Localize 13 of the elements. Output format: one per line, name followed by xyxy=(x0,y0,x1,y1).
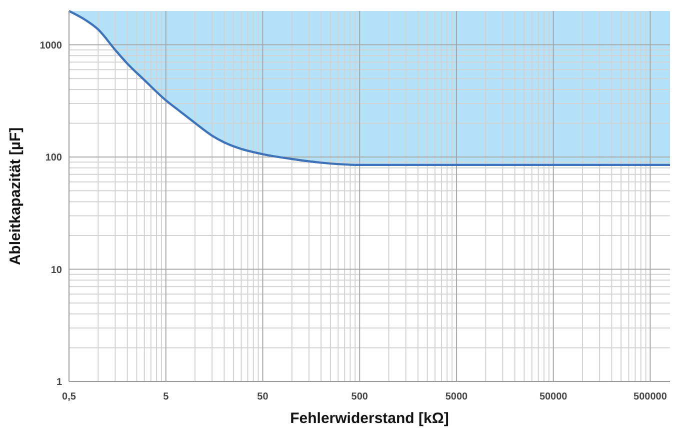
x-axis-title: Fehlerwiderstand [kΩ] xyxy=(290,410,449,427)
y-tick-label: 1000 xyxy=(40,40,62,52)
x-tick-label: 50 xyxy=(257,392,269,402)
x-tick-label: 50000 xyxy=(539,392,568,402)
y-tick-label: 1 xyxy=(56,377,62,388)
y-tick-label: 100 xyxy=(45,152,62,164)
y-axis-title: Ableitkapazität [µF] xyxy=(7,127,24,266)
x-tick-label: 5000 xyxy=(445,392,468,402)
x-tick-label: 500 xyxy=(351,392,368,402)
x-tick-label: 500000 xyxy=(634,392,668,402)
y-tick-label: 10 xyxy=(50,264,62,276)
x-tick-label: 5 xyxy=(163,392,170,402)
x-tick-label: 0,5 xyxy=(62,392,76,402)
